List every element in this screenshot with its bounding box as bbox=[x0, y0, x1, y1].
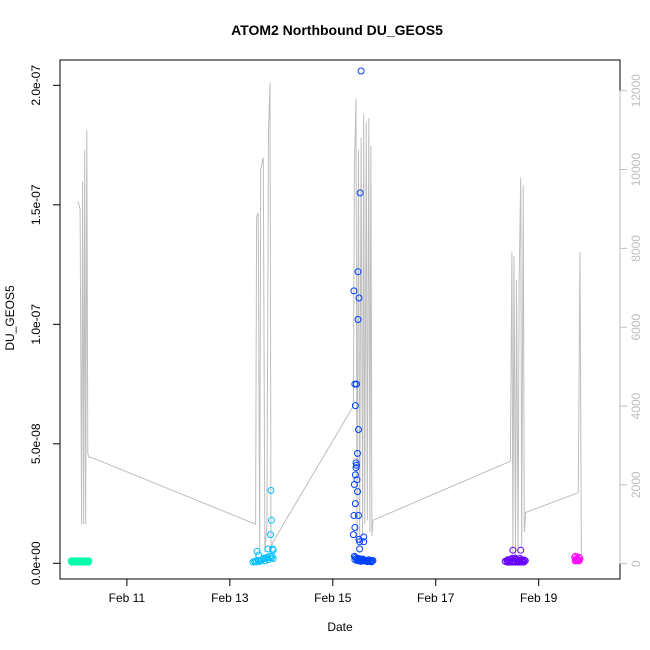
data-point bbox=[355, 294, 363, 302]
data-point bbox=[255, 551, 263, 559]
data-point bbox=[353, 380, 360, 388]
y-axis-label: DU_GEOS5 bbox=[3, 285, 17, 351]
chart-title: ATOM2 Northbound DU_GEOS5 bbox=[231, 22, 443, 38]
data-point bbox=[351, 402, 359, 410]
data-point bbox=[353, 476, 361, 484]
data-point bbox=[260, 554, 268, 562]
data-point bbox=[367, 558, 375, 566]
altitude-layer bbox=[77, 82, 582, 556]
data-point bbox=[509, 546, 517, 554]
x-tick-label: Feb 19 bbox=[520, 591, 558, 605]
data-point bbox=[267, 531, 274, 539]
data-point bbox=[84, 558, 92, 566]
data-point bbox=[360, 533, 368, 541]
y-tick-label: 5.0e-08 bbox=[29, 423, 43, 464]
x-axis-label: Date bbox=[327, 620, 353, 634]
data-point bbox=[517, 546, 525, 554]
y2-tick-label: 8000 bbox=[629, 235, 643, 262]
x-tick-label: Feb 17 bbox=[417, 591, 455, 605]
data-point bbox=[264, 545, 272, 553]
data-point bbox=[516, 558, 524, 566]
data-point bbox=[354, 316, 362, 323]
y2-tick-label: 0 bbox=[629, 560, 643, 567]
data-point bbox=[575, 557, 583, 564]
x-tick-label: Feb 11 bbox=[109, 591, 146, 605]
data-point bbox=[356, 538, 364, 546]
data-point bbox=[356, 545, 364, 553]
x-tick-label: Feb 15 bbox=[314, 591, 352, 605]
data-point bbox=[354, 268, 362, 276]
y-tick-label: 1.0e-07 bbox=[29, 304, 43, 345]
y-tick-label: 0.0e+00 bbox=[29, 541, 43, 585]
y-tick-label: 2.0e-07 bbox=[29, 65, 43, 106]
plot-frame bbox=[59, 59, 621, 580]
data-point bbox=[269, 546, 277, 554]
points-layer bbox=[67, 67, 584, 566]
y2-tick-label: 2000 bbox=[629, 471, 643, 498]
y-axis: 0.0e+00 5.0e-08 1.0e-07 1.5e-07 2.0e-07 bbox=[29, 65, 60, 585]
y2-tick-label: 4000 bbox=[629, 392, 643, 419]
series-1 bbox=[67, 557, 93, 566]
series-2 bbox=[249, 486, 277, 566]
data-point bbox=[350, 287, 358, 295]
y-tick-label: 1.5e-07 bbox=[29, 184, 43, 225]
data-point bbox=[354, 449, 361, 457]
secondary-y-axis: 0 2000 4000 6000 8000 10000 12000 bbox=[619, 74, 643, 567]
altitude-line bbox=[77, 82, 582, 556]
x-axis: Feb 11 Feb 13 Feb 15 Feb 17 Feb 19 bbox=[109, 578, 558, 605]
data-point bbox=[268, 516, 275, 524]
data-point bbox=[520, 558, 528, 566]
series-4 bbox=[501, 546, 529, 566]
x-tick-label: Feb 13 bbox=[211, 591, 249, 605]
data-point bbox=[354, 488, 361, 496]
data-point bbox=[355, 426, 362, 433]
y2-tick-label: 6000 bbox=[629, 314, 643, 341]
data-point bbox=[267, 486, 275, 494]
data-point bbox=[356, 189, 364, 197]
data-point bbox=[357, 67, 365, 75]
series-3 bbox=[349, 67, 377, 566]
data-point bbox=[350, 512, 358, 519]
data-point bbox=[82, 558, 90, 566]
data-point bbox=[518, 558, 526, 566]
data-point bbox=[351, 471, 359, 479]
y2-tick-label: 12000 bbox=[629, 74, 643, 108]
series-5 bbox=[571, 552, 584, 565]
data-point bbox=[351, 524, 359, 531]
data-point bbox=[349, 531, 357, 539]
data-point bbox=[269, 555, 277, 562]
data-point bbox=[351, 500, 359, 508]
data-point bbox=[353, 461, 360, 469]
data-point bbox=[253, 547, 261, 555]
data-point bbox=[355, 512, 362, 519]
data-point bbox=[360, 538, 368, 546]
data-point bbox=[80, 558, 88, 566]
y2-tick-label: 10000 bbox=[629, 153, 643, 187]
